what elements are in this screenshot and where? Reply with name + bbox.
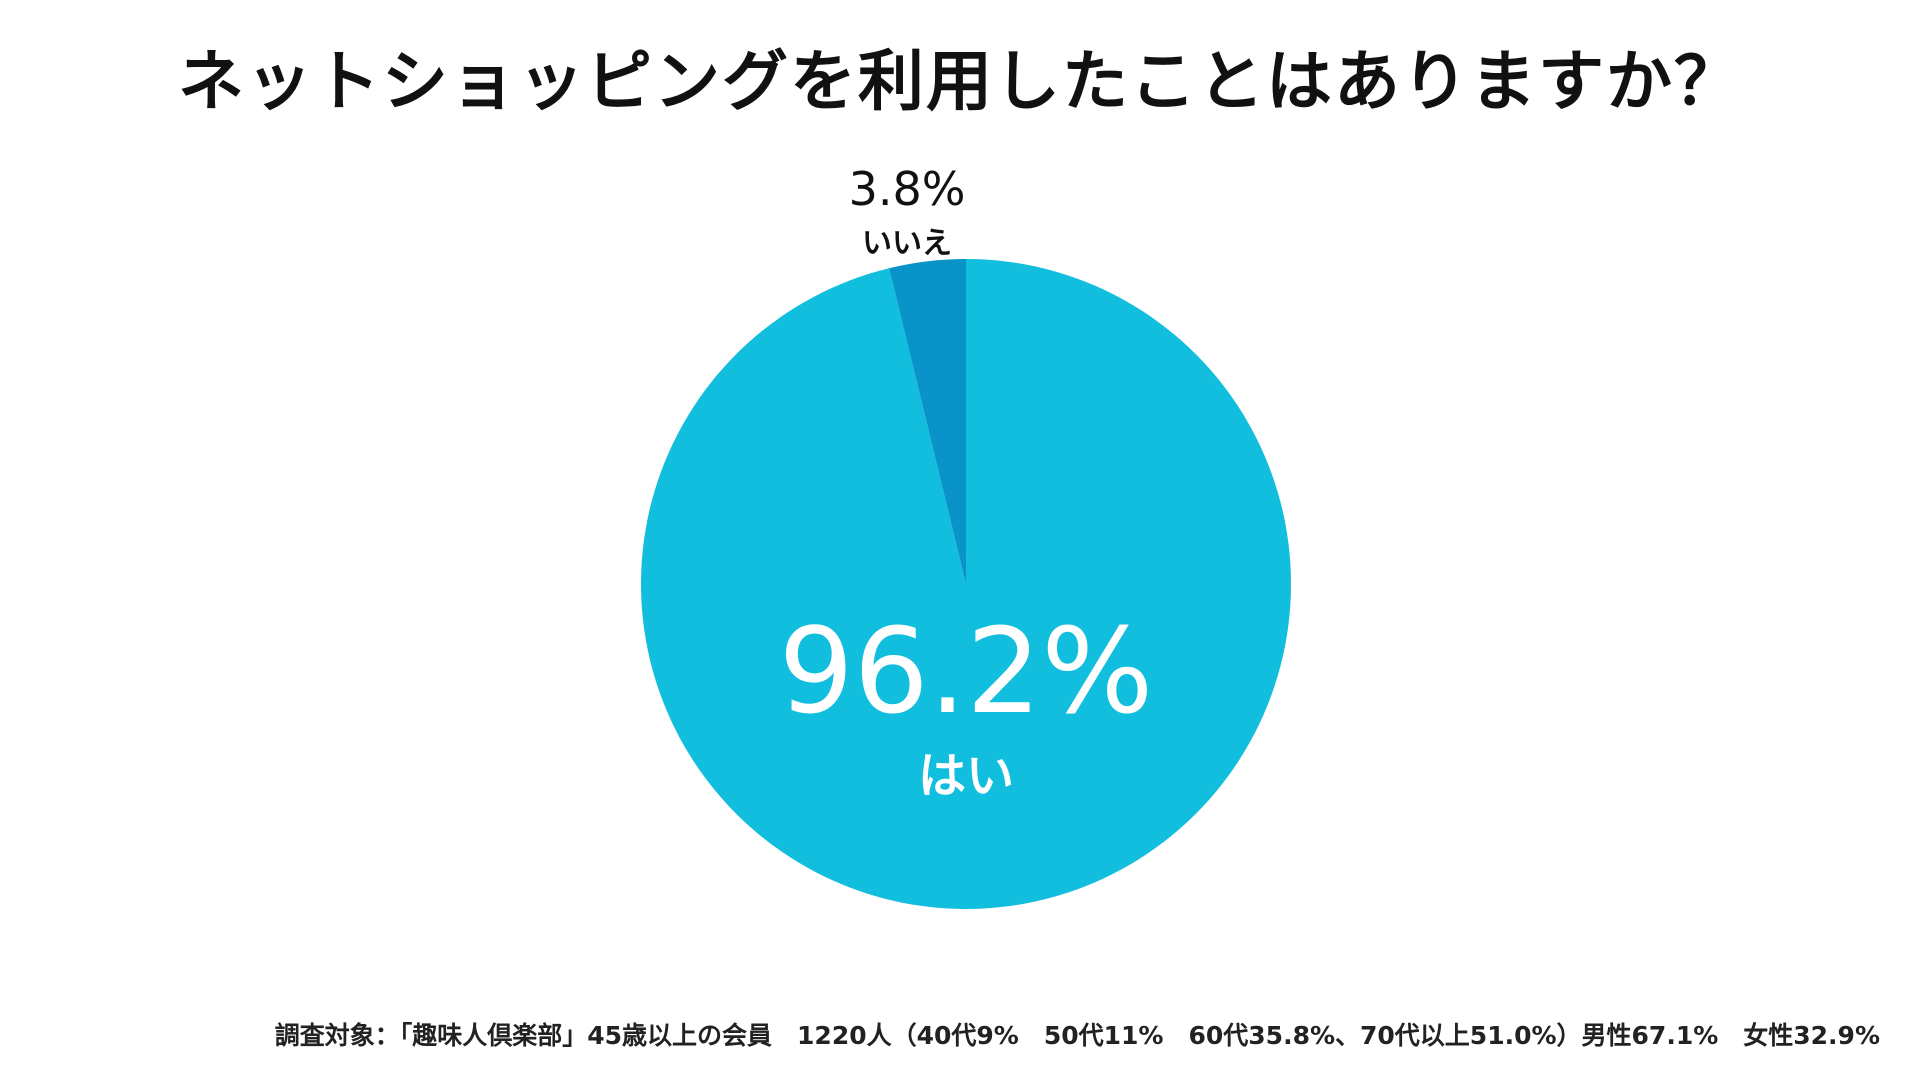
pie-slice-yes xyxy=(641,259,1292,909)
slice-label-yes-percent: 96.2% xyxy=(779,602,1154,740)
pie-slices xyxy=(641,259,1292,909)
survey-footnote: 調査対象：「趣味人倶楽部」45歳以上の会員 1220人（40代9% 50代11%… xyxy=(274,1021,1880,1050)
pie-labels: 3.8% いいえ 96.2% はい xyxy=(779,162,1154,804)
slice-label-yes-category: はい xyxy=(918,748,1014,804)
slice-label-no-percent: 3.8% xyxy=(849,162,966,216)
slice-label-no-category: いいえ xyxy=(862,226,952,261)
pie-slice-no xyxy=(889,259,966,584)
chart-title: ネットショッピングを利用したことはありますか？ xyxy=(178,43,1742,120)
